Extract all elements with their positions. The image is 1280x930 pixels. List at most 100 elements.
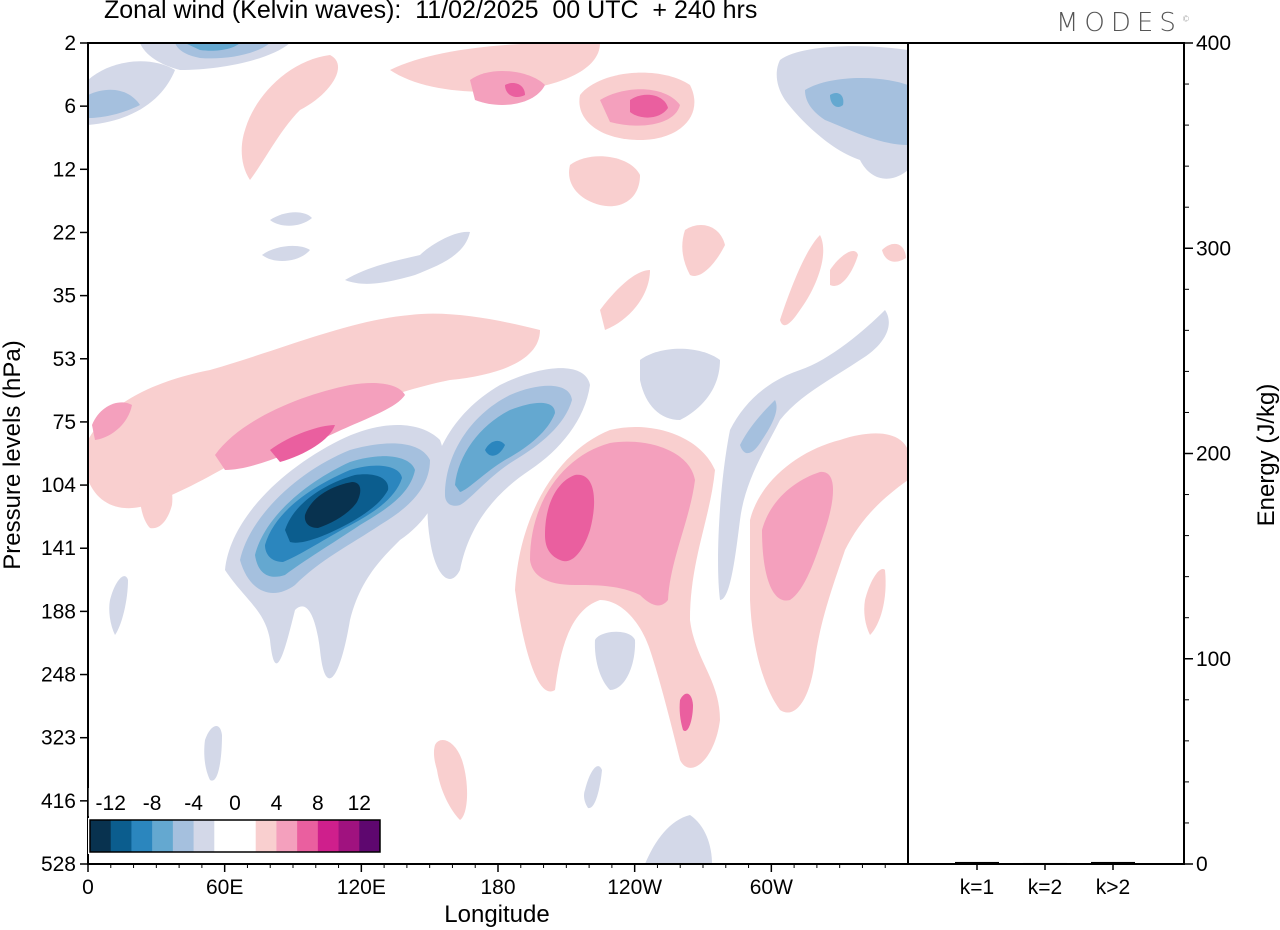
contour-pos-core-3 xyxy=(545,474,595,562)
contour-neg-low-2 xyxy=(109,576,128,635)
colorbar-swatch xyxy=(235,820,257,852)
colorbar-swatch xyxy=(90,820,112,852)
colorbar-labels: -12 -8 -4 0 4 8 12 xyxy=(88,788,382,816)
contour-neg-second-4 xyxy=(485,440,505,456)
contour-neg-low-3 xyxy=(204,725,222,781)
colorbar-swatch xyxy=(338,820,360,852)
energy-bar-label: k=1 xyxy=(960,876,994,899)
x-axis-ticks: 0 60E 120E 180 120W 60W xyxy=(82,864,886,899)
energy-bar-labels: k=1 k=2 k>2 xyxy=(960,876,1130,899)
energy-tick-label: 400 xyxy=(1196,32,1231,55)
contour-pos-streak-3 xyxy=(780,235,824,326)
energy-bars xyxy=(955,861,1135,870)
colorbar-label: 12 xyxy=(348,792,371,815)
energy-axis-title: Energy (J/kg) xyxy=(1253,384,1280,527)
contour-neg-second-3 xyxy=(455,402,555,492)
contour-pos-top-mid xyxy=(390,43,600,92)
energy-bar xyxy=(955,861,999,864)
y-tick-label: 416 xyxy=(41,790,76,813)
colorbar-swatch xyxy=(172,820,195,852)
contour-pos-streak-2 xyxy=(600,270,650,330)
y-tick-label: 104 xyxy=(41,474,76,497)
contour-pos-top-right-3 xyxy=(630,94,668,118)
contour-neg-right-1 xyxy=(718,310,889,600)
x-axis-title: Longitude xyxy=(444,901,549,928)
y-tick-label: 323 xyxy=(41,727,76,750)
contour-neg-top-left-2 xyxy=(88,89,140,118)
contour-pos-upper-band-3 xyxy=(270,425,335,462)
colorbar-swatch xyxy=(255,820,277,852)
y-tick-label: 6 xyxy=(64,95,76,118)
energy-bar xyxy=(1091,861,1135,864)
colorbar-label: -8 xyxy=(143,792,162,815)
contour-neg-low-5 xyxy=(645,815,712,864)
contour-pos-top-left xyxy=(241,55,339,180)
energy-tick-label: 300 xyxy=(1196,237,1231,260)
colorbar-label-bg xyxy=(337,788,382,816)
y-axis-title: Pressure levels (hPa) xyxy=(0,340,26,569)
colorbar-label-bg xyxy=(254,788,299,816)
contour-pos-streak-4 xyxy=(830,250,858,286)
brand-name: MODES xyxy=(1056,8,1182,38)
colorbar-swatch xyxy=(152,820,174,852)
contour-pos-core-lower xyxy=(679,693,693,731)
colorbar-swatch xyxy=(193,820,215,852)
contour-pos-streak-1 xyxy=(682,225,725,276)
heatmap-field xyxy=(88,43,908,864)
colorbar-swatch xyxy=(359,820,381,852)
y-tick-label: 53 xyxy=(53,348,76,371)
colorbar-label-bg xyxy=(88,788,133,816)
x-tick-label: 180 xyxy=(480,876,515,899)
x-tick-label: 0 xyxy=(82,876,94,899)
colorbar-swatch xyxy=(276,820,298,852)
colorbar-label-bg xyxy=(295,788,340,816)
colorbar-label-bg xyxy=(130,788,175,816)
contour-pos-streak-5 xyxy=(882,243,906,262)
contour-neg-top-band-3 xyxy=(185,43,240,51)
brand-mark: © xyxy=(1181,14,1190,24)
contour-pos-right-3 xyxy=(864,569,886,635)
contour-neg-right-2 xyxy=(740,400,777,454)
x-tick-label: 120E xyxy=(337,876,386,899)
y-tick-label: 188 xyxy=(41,600,76,623)
y-tick-label: 75 xyxy=(53,411,76,434)
y-tick-label: 12 xyxy=(53,158,76,181)
colorbar-swatch xyxy=(297,820,319,852)
x-tick-label: 60E xyxy=(206,876,243,899)
energy-bar xyxy=(1023,862,1067,864)
energy-bar-label: k>2 xyxy=(1096,876,1130,899)
contour-pos-upper-left xyxy=(92,402,132,440)
contour-pos-12hpa xyxy=(569,156,640,207)
colorbar-swatch xyxy=(131,820,153,852)
contour-neg-streak-2 xyxy=(262,245,310,262)
contour-neg-streak-1 xyxy=(345,231,470,284)
y-tick-label: 248 xyxy=(41,664,76,687)
colorbar-swatch xyxy=(317,820,340,852)
colorbar-label: 4 xyxy=(271,792,283,815)
contour-neg-top-far-right-3 xyxy=(830,93,844,107)
contour-pos-right-2 xyxy=(762,471,834,601)
contour-pos-low-1 xyxy=(433,740,468,820)
colorbar xyxy=(88,818,382,854)
y-tick-label: 528 xyxy=(41,853,76,876)
contour-pos-upper-band-2 xyxy=(215,383,405,470)
y-tick-label: 2 xyxy=(64,32,76,55)
y-tick-label: 141 xyxy=(41,537,76,560)
brand-logo: MODES© xyxy=(1056,8,1190,38)
y-tick-label: 22 xyxy=(53,221,76,244)
energy-tick-label: 100 xyxy=(1196,648,1231,671)
colorbar-label: 0 xyxy=(229,792,241,815)
energy-bar-label: k=2 xyxy=(1028,876,1062,899)
y-tick-label: 35 xyxy=(53,285,76,308)
energy-tick-label: 200 xyxy=(1196,443,1231,466)
energy-panel-frame xyxy=(907,42,1185,865)
colorbar-label: 8 xyxy=(312,792,324,815)
contour-neg-low-1 xyxy=(594,631,636,690)
colorbar-swatch xyxy=(110,820,132,852)
colorbar-border xyxy=(89,819,381,853)
x-tick-label: 120W xyxy=(607,876,662,899)
contour-neg-right-3 xyxy=(640,348,720,420)
colorbar-label: -12 xyxy=(96,792,126,815)
contour-neg-streak-3 xyxy=(270,212,312,226)
